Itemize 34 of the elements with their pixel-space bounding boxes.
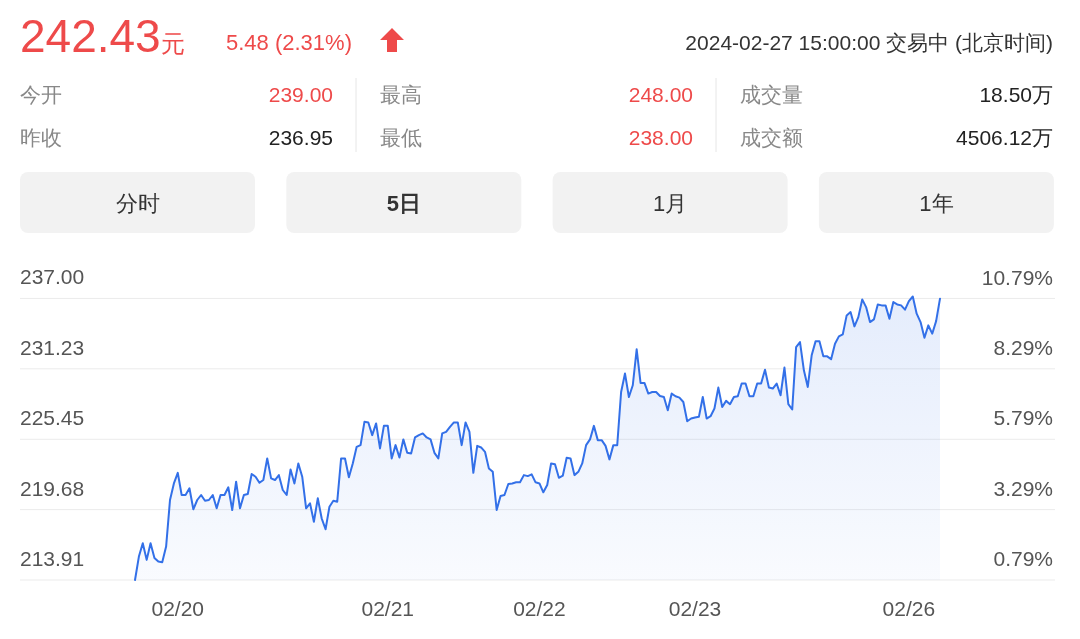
y-tick-label: 219.68 (20, 476, 85, 500)
x-tick-label: 02/26 (882, 597, 936, 620)
text: 5.48 (2.31%) (226, 30, 352, 55)
text: 分时 (115, 191, 160, 216)
x-tick-label: 02/23 (668, 597, 722, 620)
text: 5日 (386, 191, 421, 216)
y2-tick-label: 8.29% (993, 335, 1053, 359)
y-tick-label: 225.45 (20, 406, 85, 430)
text: 今开 (20, 83, 62, 106)
text: 4506.12万 (956, 126, 1053, 149)
text: 242.43元 (20, 10, 185, 62)
text: 昨收 (20, 126, 62, 149)
text: 2024-02-27 15:00:00 交易中 (北京时间) (685, 31, 1053, 54)
text: 成交量 (740, 83, 803, 106)
text: 239.00 (268, 83, 333, 106)
y-tick-label: 231.23 (20, 335, 85, 359)
text: 236.95 (268, 126, 333, 149)
text: 1年 (919, 191, 954, 216)
text: 248.00 (628, 83, 693, 106)
y2-tick-label: 10.79% (981, 265, 1053, 289)
y2-tick-label: 5.79% (993, 406, 1053, 430)
y-tick-label: 237.00 (20, 265, 85, 289)
y2-tick-label: 0.79% (993, 547, 1053, 570)
y-tick-label: 213.91 (20, 547, 85, 570)
x-tick-label: 02/22 (513, 597, 566, 620)
x-tick-label: 02/21 (361, 597, 415, 620)
y2-tick-label: 3.29% (993, 476, 1053, 500)
x-tick-label: 02/20 (151, 597, 205, 620)
text: 成交额 (740, 126, 803, 149)
text: 最高 (380, 83, 422, 106)
text: 238.00 (628, 126, 693, 149)
text: 1月 (652, 191, 688, 216)
text: 18.50万 (979, 83, 1053, 106)
text: 最低 (380, 126, 422, 149)
